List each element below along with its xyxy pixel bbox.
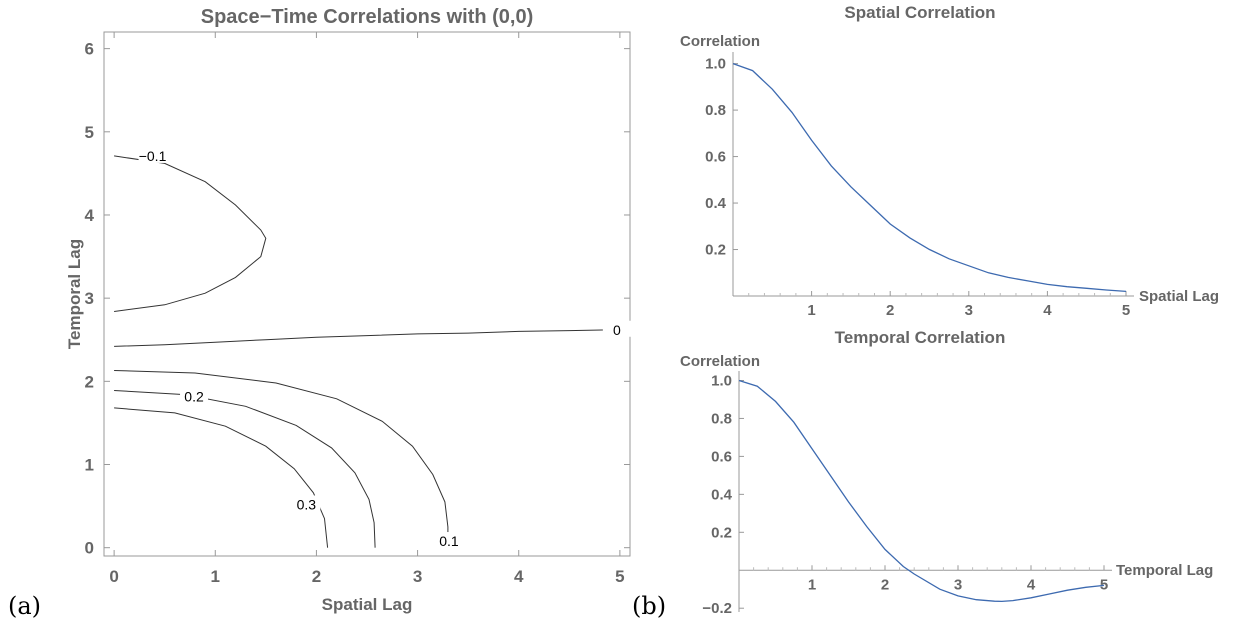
contour-chart: Space−Time Correlations with (0,0) −0.10…	[8, 6, 631, 620]
contour-ytick-label: 4	[85, 206, 95, 225]
ytick-label: 0.6	[711, 448, 732, 465]
temporal-correlation-chart: Temporal Correlation Correlation Tempora…	[632, 328, 1213, 620]
temporal-title: Temporal Correlation	[835, 328, 1006, 347]
contour-level-label: 0	[613, 322, 621, 338]
xtick-label: 2	[886, 302, 894, 319]
spatial-correlation-chart: Spatial Correlation Correlation Spatial …	[680, 3, 1219, 319]
series-line	[732, 62, 1127, 293]
spatial-xlabel: Spatial Lag	[1139, 288, 1219, 305]
contour-ytick-label: 3	[85, 289, 94, 308]
contour-xtick-label: 1	[211, 567, 220, 586]
series-line	[738, 379, 1105, 603]
xtick-label: 5	[1122, 302, 1130, 319]
ytick-label: 0.6	[705, 149, 726, 166]
panel-label-a: (a)	[8, 592, 41, 620]
spatial-series	[732, 62, 1127, 293]
contour-ytick-label: 5	[85, 123, 94, 142]
contour-label-bg	[292, 495, 321, 512]
spatial-title: Spatial Correlation	[844, 3, 995, 22]
contour-level-label: 0.1	[439, 533, 459, 549]
contour-level-label: 0.2	[184, 388, 204, 404]
ytick-label: 0.4	[711, 486, 733, 503]
contour-line	[114, 370, 449, 541]
contour-line	[114, 407, 329, 548]
spatial-axes: 1 2 3 4 5 0.2 0.4 0.6 0.8 1.0	[705, 52, 1134, 319]
contour-ylabel: Temporal Lag	[65, 239, 84, 349]
ytick-label: −0.2	[702, 600, 732, 617]
contour-line	[114, 390, 376, 548]
temporal-ylabel: Correlation	[680, 353, 760, 370]
contour-level-label: 0.3	[297, 496, 317, 512]
ytick-label: 0.8	[705, 102, 726, 119]
contour-ytick-label: 0	[85, 539, 94, 558]
contour-ytick-label: 1	[85, 456, 94, 475]
ytick-label: 0.4	[705, 195, 727, 212]
xtick-label: 3	[954, 576, 962, 593]
contour-xtick-label: 4	[514, 567, 524, 586]
ytick-label: 0.8	[711, 410, 732, 427]
xtick-label: 2	[881, 576, 889, 593]
temporal-series	[738, 379, 1105, 603]
contour-frame	[103, 31, 631, 557]
contour-xtick-label: 5	[615, 567, 624, 586]
contour-xtick-label: 0	[109, 567, 118, 586]
xtick-label: 5	[1100, 576, 1108, 593]
contour-label-bg	[180, 387, 209, 404]
contour-level-label: −0.1	[139, 148, 167, 164]
xtick-label: 1	[808, 576, 816, 593]
ytick-label: 1.0	[711, 372, 732, 389]
xtick-label: 4	[1043, 302, 1052, 319]
xtick-label: 1	[807, 302, 815, 319]
panel-label-b: (b)	[632, 592, 666, 620]
contour-ytick-label: 2	[85, 372, 94, 391]
ytick-label: 0.2	[711, 524, 732, 541]
temporal-axes: 1 2 3 4 5 −0.2 0.2 0.4 0.6 0.8 1.0	[702, 371, 1112, 617]
temporal-xlabel: Temporal Lag	[1116, 562, 1213, 579]
contour-lines: −0.1 0 0.1 0.2 0.3	[114, 146, 631, 549]
contour-line	[114, 329, 615, 347]
contour-xtick-label: 2	[312, 567, 321, 586]
contour-xlabel: Spatial Lag	[322, 595, 413, 614]
xtick-label: 4	[1027, 576, 1036, 593]
contour-xtick-label: 3	[413, 567, 422, 586]
contour-line	[114, 155, 267, 312]
contour-title: Space−Time Correlations with (0,0)	[201, 6, 534, 28]
contour-ytick-label: 6	[85, 40, 94, 59]
ytick-label: 1.0	[705, 56, 726, 73]
contour-ticks: 0 1 2 3 4 5 0 1 2 3 4 5 6	[85, 32, 630, 586]
contour-label-bg	[602, 320, 631, 337]
spatial-ylabel: Correlation	[680, 33, 760, 50]
xtick-label: 3	[965, 302, 973, 319]
ytick-label: 0.2	[705, 242, 726, 259]
contour-label-bg	[434, 532, 463, 549]
contour-label-bg	[138, 146, 167, 163]
